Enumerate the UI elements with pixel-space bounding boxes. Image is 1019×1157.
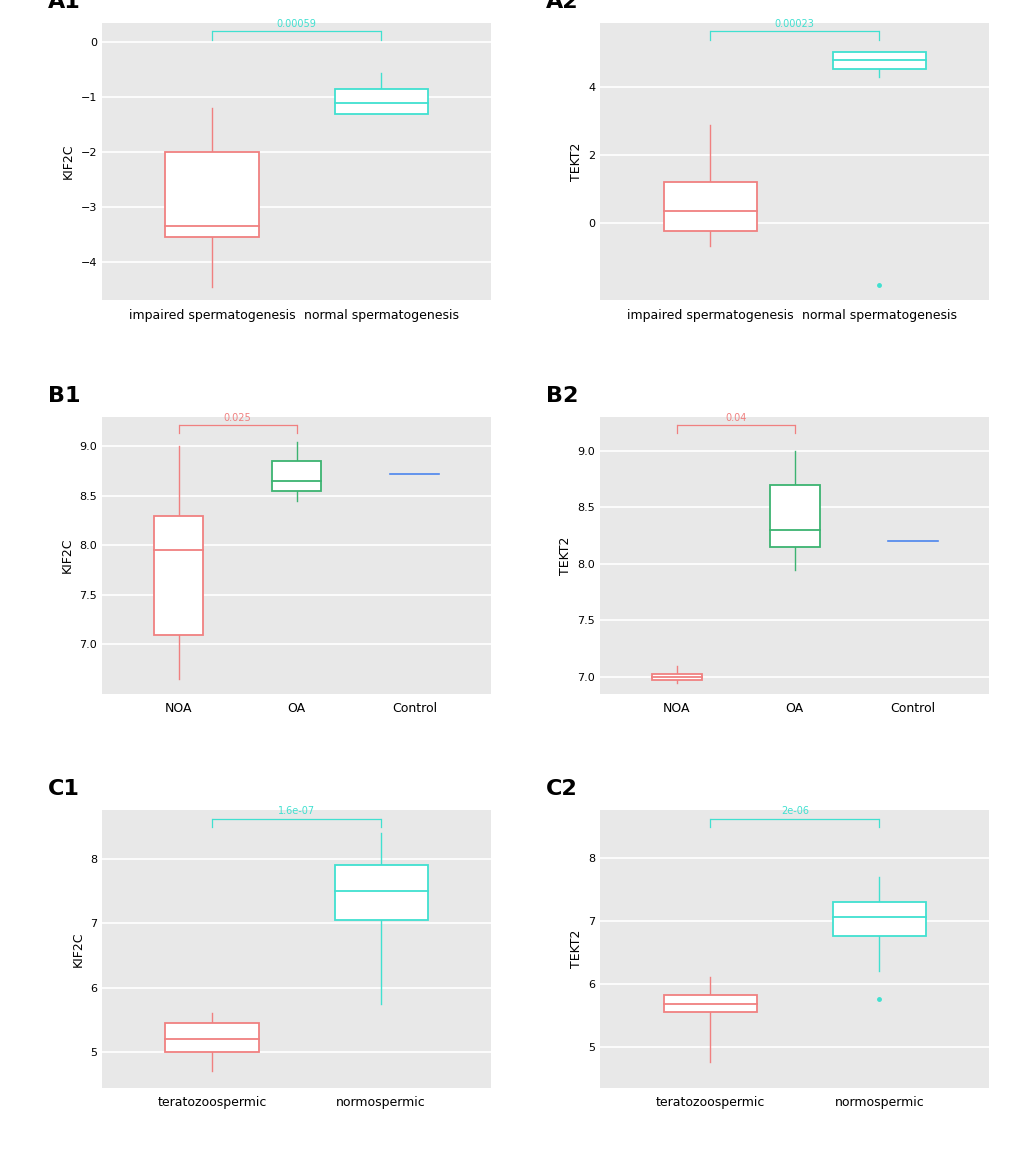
Y-axis label: TEKT2: TEKT2 <box>569 142 582 180</box>
Bar <box>165 1023 258 1052</box>
Y-axis label: KIF2C: KIF2C <box>71 931 85 967</box>
Text: 0.04: 0.04 <box>725 413 746 422</box>
Bar <box>769 485 818 547</box>
Y-axis label: KIF2C: KIF2C <box>62 143 75 179</box>
Text: C2: C2 <box>545 780 577 799</box>
Text: C1: C1 <box>48 780 79 799</box>
Bar <box>833 901 925 936</box>
Text: 2e-06: 2e-06 <box>780 806 808 817</box>
Bar <box>154 516 203 634</box>
Y-axis label: KIF2C: KIF2C <box>61 538 73 573</box>
Text: 0.00023: 0.00023 <box>774 20 814 29</box>
Text: 0.025: 0.025 <box>223 413 252 422</box>
Bar <box>334 89 427 113</box>
Bar <box>651 673 701 680</box>
Bar <box>165 152 258 237</box>
Y-axis label: TEKT2: TEKT2 <box>569 930 582 968</box>
Bar <box>663 995 756 1012</box>
Bar <box>833 52 925 68</box>
Text: 0.00059: 0.00059 <box>276 20 316 29</box>
Text: A1: A1 <box>48 0 81 12</box>
Text: B1: B1 <box>48 385 79 406</box>
Text: A2: A2 <box>545 0 578 12</box>
Y-axis label: TEKT2: TEKT2 <box>558 536 572 575</box>
Text: 1.6e-07: 1.6e-07 <box>278 806 315 817</box>
Bar <box>663 182 756 231</box>
Bar <box>272 462 321 491</box>
Bar <box>334 865 427 920</box>
Text: B2: B2 <box>545 385 578 406</box>
